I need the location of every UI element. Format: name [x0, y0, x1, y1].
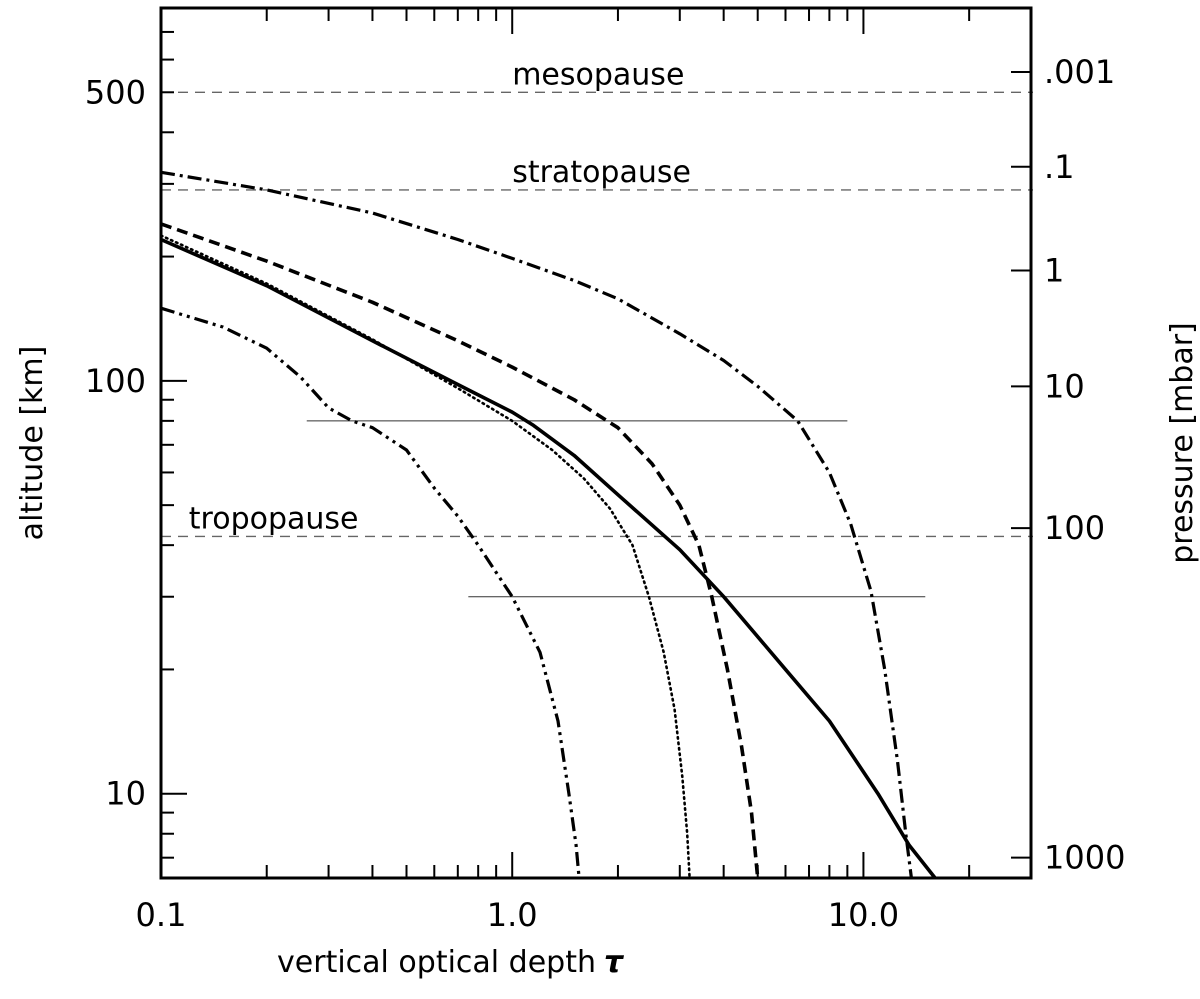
- y-axis-label: altitude [km]: [15, 346, 50, 541]
- x-tick-label: 0.1: [136, 896, 187, 934]
- series-line-dash-dot: [160, 170, 913, 879]
- plot-frame: [159, 6, 1033, 880]
- y-tick-label: 10: [105, 775, 146, 813]
- series-lines: [159, 170, 937, 880]
- axis-ticks: 0.1 1.0 10.0 10 100 500 1000 100 10 1 .1 .001: [85, 7, 1125, 934]
- y-right-tick-label: 10: [1044, 367, 1085, 405]
- series-line-dotted: [159, 234, 691, 880]
- reference-lines: mesopause stratopause tropopause: [161, 57, 1033, 538]
- y-right-tick-label: .001: [1044, 53, 1115, 91]
- series-line-solid: [160, 237, 937, 880]
- ref-label-mesopause: mesopause: [512, 57, 684, 92]
- x-axis-symbol: τ: [604, 945, 625, 980]
- y-tick-label: 100: [85, 362, 146, 400]
- x-tick-label: 10.0: [828, 896, 899, 934]
- series-line-dashed: [160, 222, 760, 879]
- x-tick-label: 1.0: [487, 896, 538, 934]
- y-right-tick-label: .1: [1044, 148, 1075, 186]
- y-tick-label: 500: [85, 73, 146, 111]
- x-axis-label: vertical optical depth: [277, 945, 596, 980]
- ref-label-tropopause: tropopause: [189, 501, 359, 536]
- thin-horizontal-lines: [306, 420, 926, 598]
- series-line-dash-dot-dot: [160, 306, 581, 879]
- y-right-tick-label: 100: [1044, 509, 1105, 547]
- y-right-tick-label: 1: [1044, 252, 1064, 290]
- y-axis-right-label: pressure [mbar]: [1165, 322, 1200, 564]
- ref-label-stratopause: stratopause: [512, 155, 691, 190]
- y-right-tick-label: 1000: [1044, 839, 1125, 877]
